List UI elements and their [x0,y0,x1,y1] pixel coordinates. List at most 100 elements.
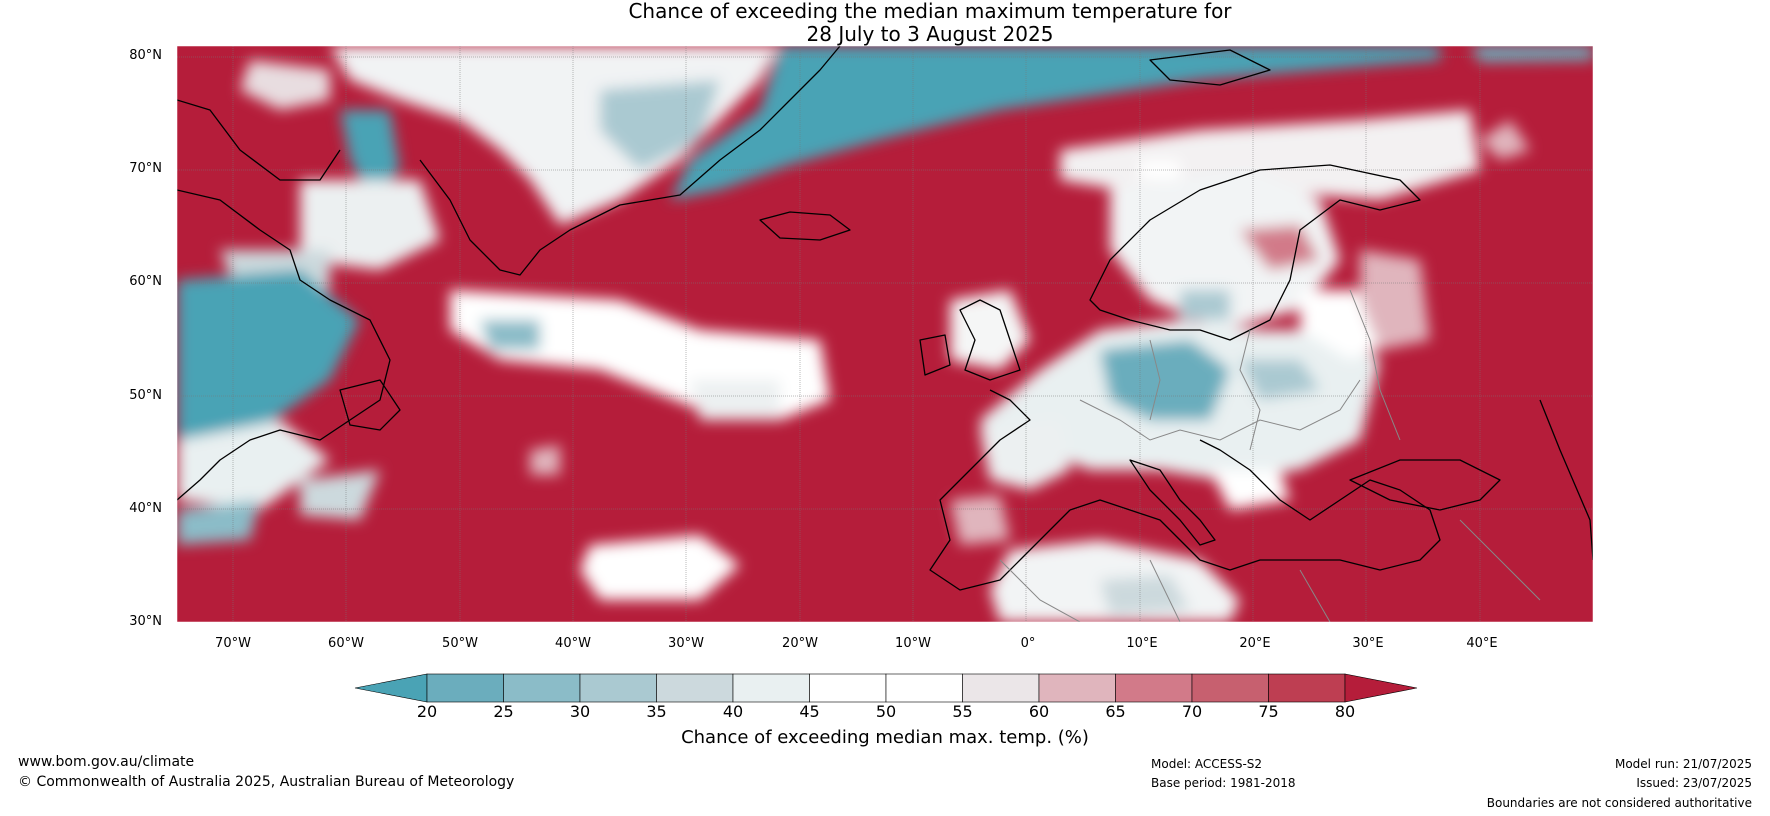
colorbar-tick-label: 50 [875,702,897,721]
colorbar-tick-label: 75 [1258,702,1279,721]
graticule [177,46,1593,622]
colorbar-extend-high [1344,673,1418,703]
colorbar-segment [1038,673,1116,703]
colorbar-segment [579,673,657,703]
lat-label-80n: 80°N [129,48,162,63]
colorbar-segment [426,673,504,703]
region-davis-neutral [300,180,440,270]
probability-field [177,46,1593,622]
region-labrador-low [177,270,360,440]
coast-baffin [177,99,341,181]
lon-label-10w: 10°W [895,636,931,651]
coast-newfoundland [339,379,401,431]
coast-italy [1129,459,1216,546]
colorbar-label: Chance of exceeding median max. temp. (%… [681,727,1089,748]
colorbar-segment [503,673,581,703]
map-frame [176,45,1594,623]
lon-label-20e: 20°E [1239,636,1271,651]
region-italy-neutral [1210,470,1290,510]
footer-model-run: Model run: 21/07/2025 [1614,757,1752,771]
title-line-1: Chance of exceeding the median maximum t… [628,0,1232,23]
footer-base-period: Base period: 1981-2018 [1151,776,1296,790]
coast-scandinavia [1089,164,1421,341]
coast-greenland [419,46,841,276]
colorbar-tick-label: 55 [952,702,973,721]
colorbar-tick-label: 60 [1028,702,1050,721]
region-sweden-south-low [1180,290,1230,320]
region-greenland-low [600,80,720,170]
lon-label-50w: 50°W [442,636,478,651]
colorbar-tick-label: 20 [416,702,438,721]
chart-title: Chance of exceeding the median maximum t… [0,0,1770,46]
border-line-1 [1079,379,1361,441]
region-poland-low [1240,360,1320,400]
colorbar-segments [354,673,1418,703]
lon-label-40e: 40°E [1466,636,1498,651]
lat-label-30n: 30°N [129,614,162,629]
region-iberia-mixed [950,495,1010,545]
region-russia-west-mixed [1360,250,1430,350]
region-azores-patch [530,445,560,475]
lon-label-20w: 20°W [782,636,818,651]
coast-ireland [919,334,951,376]
region-baffin-bay-low [340,110,400,200]
colorbar-segment [1268,673,1346,703]
lat-label-70n: 70°N [129,161,162,176]
lon-label-10e: 10°E [1126,636,1158,651]
region-svalbard-low [1470,46,1593,62]
coast-caspian [1539,399,1593,561]
colorbar-segment [732,673,810,703]
region-midatlantic-low [480,320,540,350]
colorbar-tick-label: 25 [493,702,514,721]
border-line-5 [999,559,1081,622]
colorbar-tick-label: 45 [799,702,820,721]
colorbar-segment [885,673,963,703]
region-midatlantic-east [690,380,780,420]
colorbar-segment [962,673,1040,703]
title-line-2: 28 July to 3 August 2025 [806,22,1054,46]
colorbar-segment [656,673,734,703]
lon-label-30w: 30°W [668,636,704,651]
colorbar-segment [809,673,887,703]
colorbar-tick-label: 40 [722,702,744,721]
region-central-europe-low [1100,340,1230,420]
colorbar-tick-label: 35 [646,702,667,721]
coast-labrador [177,189,391,501]
region-newfoundland-neutral [177,420,330,510]
coast-black-sea [1349,459,1501,511]
coast-iceland [759,211,851,241]
region-baffin-north [240,60,330,110]
colorbar-tick-label: 80 [1334,702,1356,721]
footer-website: www.bom.gov.au/climate [18,754,195,770]
lon-label-0: 0° [1020,636,1036,651]
coast-mediterranean [929,389,1441,591]
lat-label-40n: 40°N [129,501,162,516]
region-britain-neutral [950,290,1030,370]
lat-label-50n: 50°N [129,388,162,403]
map-area [177,46,1593,622]
country-borders [999,289,1541,622]
colorbar-tick-label: 65 [1105,702,1126,721]
footer-disclaimer: Boundaries are not considered authoritat… [1486,796,1752,810]
border-line-7 [1299,569,1331,622]
border-line-8 [1459,519,1541,601]
region-sahara-low [1100,575,1190,615]
footer-copyright: © Commonwealth of Australia 2025, Austra… [18,774,515,790]
region-barents-mixed [1480,120,1530,160]
region-nova-scotia-low [177,500,260,545]
coast-great-britain [959,299,1021,381]
colorbar-extend-low [354,673,428,703]
border-line-4 [1349,289,1401,441]
border-line-6 [1149,559,1181,622]
lon-label-30e: 30°E [1352,636,1384,651]
coastlines [177,46,1593,591]
footer-issued: Issued: 23/07/2025 [1636,776,1752,790]
lon-label-60w: 60°W [328,636,364,651]
region-arctic-low [670,46,1440,200]
border-line-3 [1239,329,1261,451]
border-line-2 [1149,339,1161,421]
coast-svalbard [1149,49,1271,86]
colorbar-tick-label: 30 [569,702,591,721]
lon-label-70w: 70°W [215,636,251,651]
